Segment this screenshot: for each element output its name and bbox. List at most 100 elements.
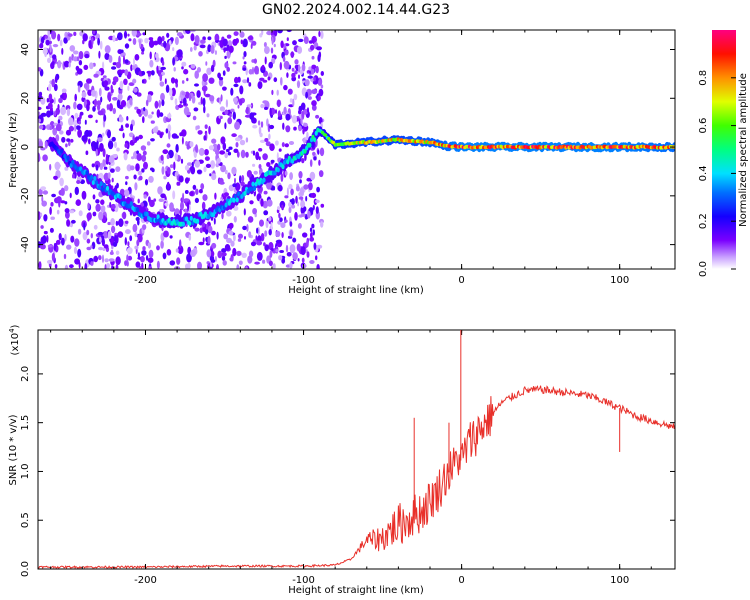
ridge-core: [188, 221, 192, 226]
noise-blob: [227, 172, 231, 180]
noise-blob: [217, 250, 223, 259]
noise-blob: [126, 254, 129, 262]
noise-blob: [131, 156, 135, 160]
noise-blob: [224, 122, 227, 130]
noise-blob: [99, 40, 103, 50]
noise-blob: [148, 175, 154, 183]
noise-blob: [85, 150, 89, 156]
noise-blob: [224, 55, 227, 60]
noise-blob: [176, 181, 181, 186]
noise-blob: [207, 36, 212, 41]
noise-blob: [316, 264, 320, 269]
snr-series-line: [38, 385, 675, 569]
noise-blob: [143, 194, 147, 199]
noise-blob: [181, 66, 184, 70]
noise-blob: [320, 221, 324, 228]
noise-blob: [294, 65, 298, 69]
noise-blob: [301, 213, 306, 217]
noise-blob: [58, 115, 63, 121]
noise-blob: [58, 97, 63, 104]
noise-blob: [192, 184, 197, 190]
noise-blob: [186, 77, 189, 82]
noise-blob: [76, 68, 83, 75]
noise-blob: [202, 73, 209, 82]
noise-blob: [136, 108, 142, 114]
noise-blob: [306, 251, 310, 258]
noise-blob: [311, 55, 315, 60]
noise-blob: [243, 61, 247, 65]
noise-blob: [83, 64, 89, 70]
noise-blob: [90, 245, 93, 249]
noise-blob: [103, 114, 107, 122]
noise-blob: [199, 44, 206, 49]
noise-blob: [76, 180, 81, 184]
noise-blob: [102, 75, 107, 79]
ridge-core: [249, 186, 253, 192]
noise-blob: [281, 232, 284, 238]
noise-blob: [273, 77, 278, 83]
noise-blob: [262, 200, 268, 209]
noise-blob: [276, 99, 281, 108]
noise-blob: [99, 142, 104, 152]
noise-blob: [41, 200, 47, 207]
noise-blob: [249, 112, 254, 120]
noise-blob: [174, 171, 179, 177]
noise-blob: [280, 40, 284, 49]
noise-blob: [112, 107, 117, 115]
noise-blob: [236, 151, 240, 158]
noise-blob: [200, 96, 203, 105]
noise-blob: [221, 252, 227, 257]
noise-blob: [52, 44, 59, 48]
noise-blob: [294, 70, 298, 75]
noise-blob: [245, 266, 248, 269]
noise-blob: [220, 115, 223, 120]
noise-blob: [127, 241, 130, 247]
noise-blob: [77, 85, 81, 93]
noise-blob: [74, 93, 77, 102]
noise-blob: [86, 78, 92, 84]
noise-blob: [163, 40, 167, 49]
noise-blob: [189, 191, 194, 197]
noise-blob: [289, 262, 293, 269]
noise-blob: [137, 170, 143, 176]
noise-blob: [181, 61, 187, 67]
noise-blob: [307, 210, 311, 219]
noise-blob: [313, 76, 316, 82]
noise-blob: [298, 125, 302, 132]
noise-blob: [53, 175, 58, 180]
noise-blob: [248, 231, 252, 238]
noise-blob: [134, 231, 138, 238]
noise-blob: [241, 175, 245, 183]
noise-blob: [78, 120, 81, 125]
noise-blob: [275, 249, 279, 253]
y-multiplier-label: (x104): [8, 324, 21, 355]
x-tick-label: -200: [134, 575, 157, 586]
noise-blob: [184, 91, 190, 99]
noise-blob: [132, 38, 137, 45]
noise-blob: [117, 93, 123, 101]
noise-blob: [181, 136, 184, 145]
noise-blob: [215, 149, 220, 156]
noise-blob: [172, 190, 176, 200]
ridge-core: [71, 159, 75, 165]
noise-blob: [252, 208, 257, 215]
noise-blob: [141, 70, 146, 76]
noise-blob: [163, 205, 166, 209]
noise-blob: [49, 227, 54, 233]
noise-blob: [233, 31, 239, 36]
ridge-core: [196, 218, 200, 224]
noise-blob: [202, 194, 208, 201]
noise-blob: [54, 264, 58, 269]
noise-blob: [53, 242, 57, 252]
noise-blob: [55, 123, 62, 132]
noise-blob: [134, 106, 139, 110]
noise-blob: [169, 88, 173, 97]
noise-blob: [284, 195, 289, 199]
noise-blob: [125, 181, 128, 186]
noise-blob: [302, 232, 308, 238]
noise-blob: [66, 244, 72, 250]
noise-blob: [278, 212, 281, 219]
noise-blob: [79, 111, 84, 116]
noise-blob: [164, 78, 167, 85]
